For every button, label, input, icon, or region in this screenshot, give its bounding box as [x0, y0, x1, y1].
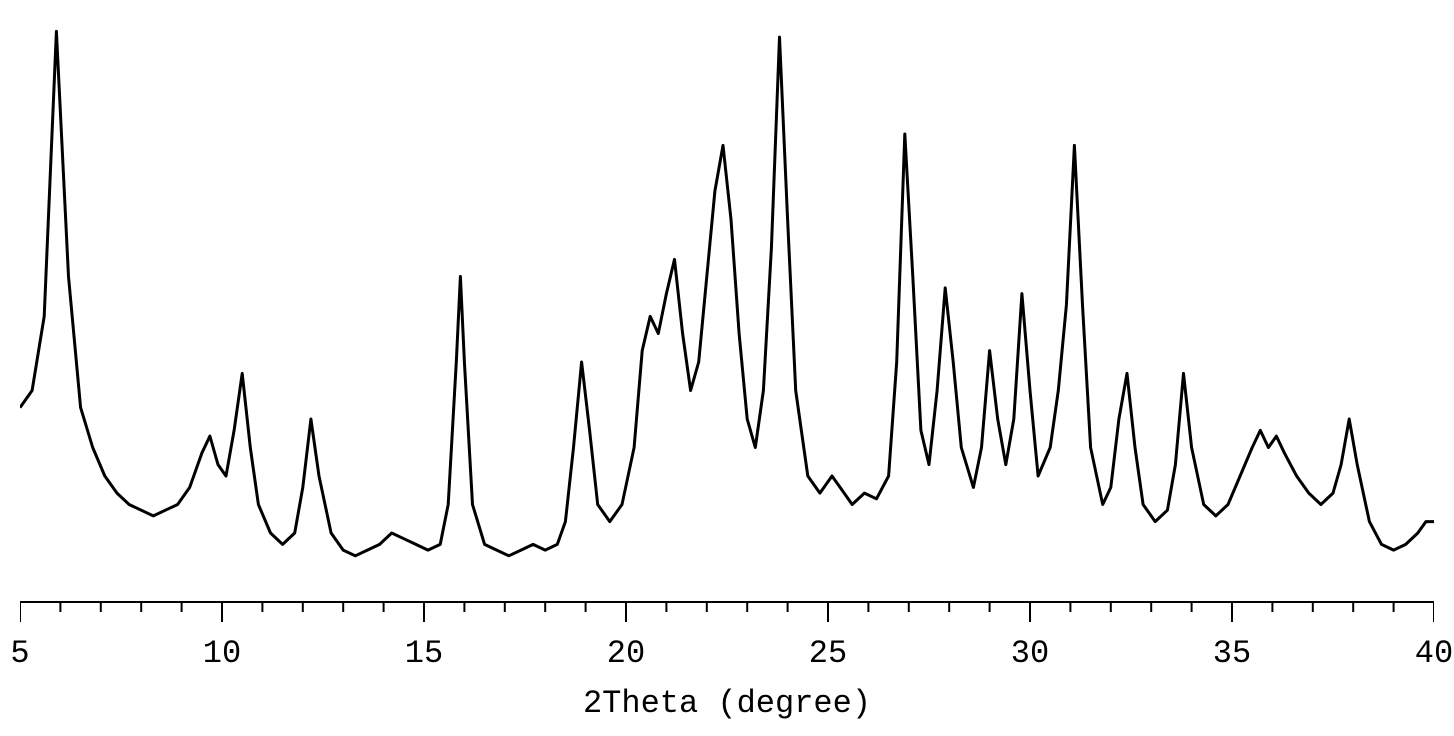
x-tick-label: 40	[1415, 635, 1453, 672]
xrd-plot-area	[20, 20, 1434, 590]
x-tick-label: 25	[809, 635, 847, 672]
x-tick-label: 10	[203, 635, 241, 672]
x-tick-label: 5	[10, 635, 29, 672]
x-tick-label: 15	[405, 635, 443, 672]
xrd-diffraction-curve	[20, 31, 1434, 555]
x-tick-labels: 5 10 15 20 25 30 35 40	[0, 635, 1454, 675]
x-axis-label: 2Theta (degree)	[583, 685, 871, 722]
xrd-curve-svg	[20, 20, 1434, 590]
x-tick-label: 35	[1213, 635, 1251, 672]
x-tick-label: 20	[607, 635, 645, 672]
x-axis-svg	[20, 600, 1434, 630]
x-tick-label: 30	[1011, 635, 1049, 672]
